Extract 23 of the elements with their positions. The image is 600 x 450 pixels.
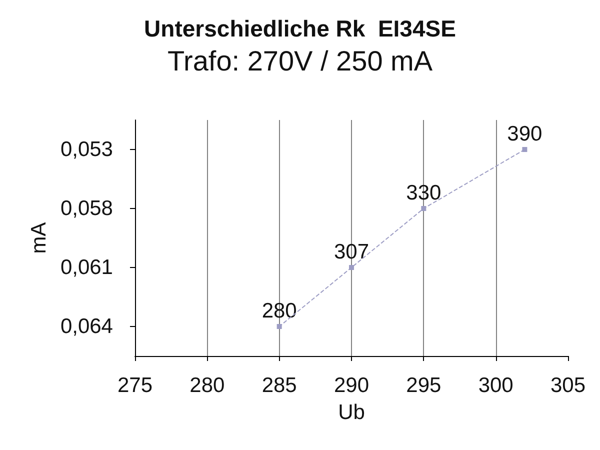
x-tick-label: 295	[406, 374, 442, 397]
y-tick-label: 0,053	[60, 138, 113, 161]
x-tick-label: 285	[262, 374, 297, 397]
point	[522, 147, 528, 152]
annotation: 280	[262, 300, 297, 322]
chart-title: Unterschiedliche Rk EI34SE	[144, 16, 456, 42]
y-tick-label: 0,064	[60, 315, 114, 338]
x-tick-label: 305	[550, 374, 586, 397]
y-tick-label: 0,058	[60, 197, 113, 220]
x-tick-label: 290	[334, 374, 370, 397]
point	[421, 206, 426, 211]
chart-subtitle: Trafo: 270V / 250 mA	[167, 46, 433, 76]
x-tick-label: 275	[117, 374, 153, 397]
annotation: 330	[406, 182, 442, 204]
x-tick-label: 300	[478, 374, 514, 397]
y-tick-label: 0,061	[60, 256, 113, 279]
point	[349, 265, 354, 270]
y-axis-title: mA	[28, 222, 51, 254]
annotation: 390	[507, 122, 542, 146]
point	[276, 324, 282, 329]
annotation: 307	[334, 240, 370, 264]
x-axis-title: Ub	[338, 401, 365, 424]
x-tick-label: 280	[190, 374, 225, 397]
